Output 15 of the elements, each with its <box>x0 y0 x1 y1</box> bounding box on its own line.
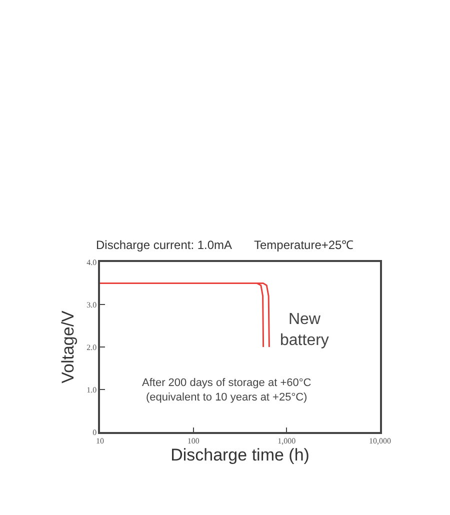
x-tick-label: 10 <box>96 436 104 446</box>
annotation: New battery <box>280 311 329 349</box>
x-axis-title: Discharge time (h) <box>170 445 310 464</box>
y-axis-title: Voltage/V <box>58 310 78 384</box>
x-tick-label: 100 <box>187 436 200 446</box>
y-tick-label: 4.0 <box>86 258 97 267</box>
y-tick-label: 1.0 <box>86 385 97 394</box>
x-tick-label: 1,000 <box>278 436 296 446</box>
annotation: After 200 days of storage at +60°C (equivalent to 10 years at +25°C) <box>142 377 312 404</box>
y-tick-label: 2.0 <box>86 342 97 352</box>
text: Temperature+25℃ <box>254 238 354 252</box>
y-tick-label: 3.0 <box>86 300 97 310</box>
text: Discharge current: 1.0mA <box>96 238 232 252</box>
y-tick-label: 0 <box>92 428 97 437</box>
x-tick-label: 10,000 <box>369 436 391 446</box>
